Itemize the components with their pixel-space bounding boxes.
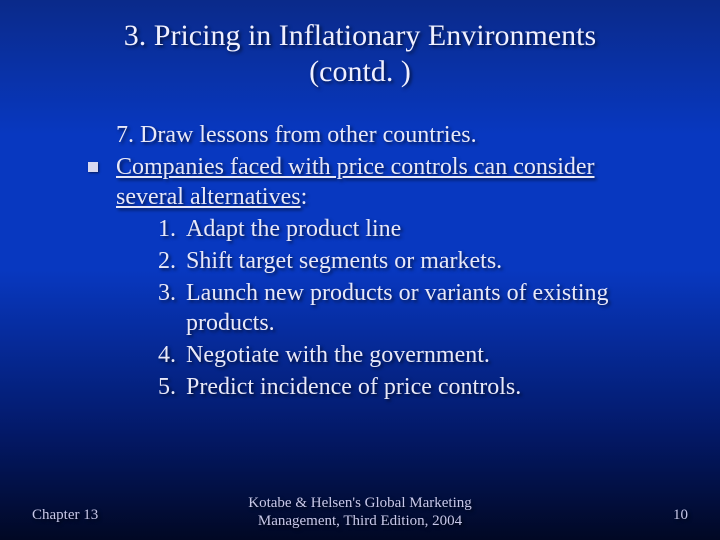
slide: 3. Pricing in Inflationary Environments … (0, 0, 720, 540)
bullet-colon: : (301, 184, 308, 210)
title-line-1: 3. Pricing in Inflationary Environments (124, 19, 596, 52)
item-7-number: 7. (116, 122, 134, 148)
bullet-underline-a: Companies faced with price controls can … (116, 154, 595, 180)
item-number: 5. (158, 372, 186, 402)
item-text: Adapt the product line (186, 214, 670, 244)
item-text: Shift target segments or markets. (186, 246, 670, 276)
slide-body: 7. Draw lessons from other countries. Co… (60, 120, 670, 404)
footer-attribution: Kotabe & Helsen's Global Marketing Manag… (0, 494, 720, 530)
bullet-text: Companies faced with price controls can … (116, 152, 595, 212)
body-item-7: 7. Draw lessons from other countries. (116, 120, 670, 150)
list-item: 1. Adapt the product line (158, 214, 670, 244)
square-bullet-icon (88, 162, 98, 172)
title-line-2: (contd. ) (309, 55, 411, 88)
item-text-line1: Launch new products or variants of exist… (186, 280, 609, 306)
footer-line-2: Management, Third Edition, 2004 (258, 513, 462, 529)
item-text: Launch new products or variants of exist… (186, 278, 670, 338)
item-text: Negotiate with the government. (186, 340, 670, 370)
item-number: 2. (158, 246, 186, 276)
item-number: 1. (158, 214, 186, 244)
footer-page-number: 10 (673, 507, 688, 524)
bullet-alternatives: Companies faced with price controls can … (60, 152, 670, 212)
item-7-text: Draw lessons from other countries. (140, 122, 477, 148)
list-item: 3. Launch new products or variants of ex… (158, 278, 670, 338)
item-number: 4. (158, 340, 186, 370)
alternatives-list: 1. Adapt the product line 2. Shift targe… (158, 214, 670, 402)
list-item: 4. Negotiate with the government. (158, 340, 670, 370)
list-item: 5. Predict incidence of price controls. (158, 372, 670, 402)
item-text-line2: products. (186, 308, 670, 338)
item-text: Predict incidence of price controls. (186, 372, 670, 402)
slide-title: 3. Pricing in Inflationary Environments … (40, 18, 680, 90)
item-number: 3. (158, 278, 186, 338)
bullet-underline-b: several alternatives (116, 184, 301, 210)
footer-line-1: Kotabe & Helsen's Global Marketing (248, 495, 471, 511)
list-item: 2. Shift target segments or markets. (158, 246, 670, 276)
